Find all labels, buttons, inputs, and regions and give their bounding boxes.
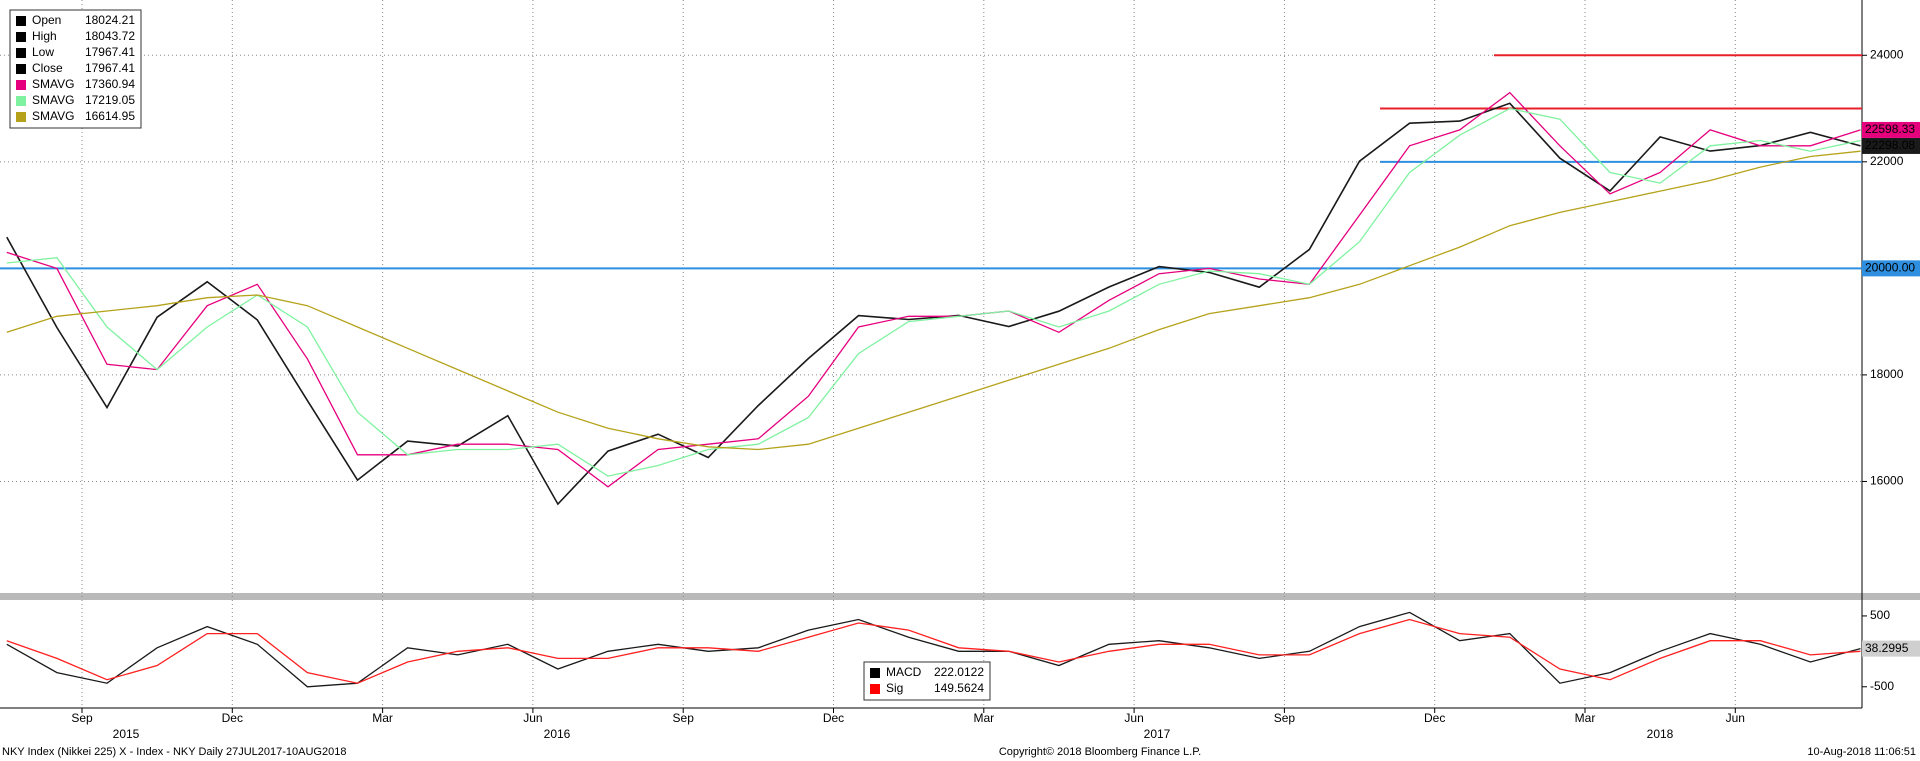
y-tick-label: 18000 <box>1870 367 1904 381</box>
legend-swatch <box>16 64 26 74</box>
x-tick-label: Dec <box>1424 711 1445 725</box>
x-tick-label: Jun <box>523 711 542 725</box>
year-label: 2017 <box>1144 727 1171 741</box>
panel-divider <box>0 593 1920 600</box>
legend-box <box>9 9 142 129</box>
legend-name: Low <box>32 45 54 59</box>
legend-name: Sig <box>886 681 903 695</box>
end-label-box <box>1862 137 1920 154</box>
legend-value: 149.5624 <box>934 681 984 695</box>
legend-name: MACD <box>886 665 922 679</box>
x-tick-label: Sep <box>673 711 695 725</box>
x-tick-label: Mar <box>372 711 393 725</box>
x-tick-label: Mar <box>973 711 994 725</box>
footer-center: Copyright© 2018 Bloomberg Finance L.P. <box>999 746 1201 758</box>
x-tick-label: Jun <box>1124 711 1143 725</box>
legend-name: Open <box>32 13 61 27</box>
legend-swatch <box>16 80 26 90</box>
legend-value: 17219.05 <box>85 93 135 107</box>
legend-value: 17967.41 <box>85 45 135 59</box>
legend-value: 17967.41 <box>85 61 135 75</box>
footer-right: 10-Aug-2018 11:06:51 <box>1807 746 1916 758</box>
series-line <box>6 107 1861 477</box>
legend-box <box>863 661 991 701</box>
legend-value: 18024.21 <box>85 13 135 27</box>
year-label: 2018 <box>1647 727 1674 741</box>
legend-name: SMAVG <box>32 77 74 91</box>
legend-swatch <box>870 668 880 678</box>
legend-swatch <box>870 684 880 694</box>
reference-label: 20000.00 <box>1865 261 1915 275</box>
y-tick-label: 16000 <box>1870 474 1904 488</box>
x-tick-label: Dec <box>222 711 243 725</box>
y-tick-label: 24000 <box>1870 47 1904 61</box>
end-label-box <box>1862 640 1920 657</box>
end-label-box <box>1862 121 1920 138</box>
x-tick-label: Mar <box>1575 711 1596 725</box>
legend-name: Close <box>32 61 63 75</box>
x-tick-label: Sep <box>1274 711 1296 725</box>
year-label: 2016 <box>544 727 571 741</box>
series-line <box>6 102 1861 506</box>
legend-name: SMAVG <box>32 93 74 107</box>
year-label: 2015 <box>113 727 140 741</box>
x-tick-label: Jun <box>1726 711 1745 725</box>
legend-value: 222.0122 <box>934 665 984 679</box>
y-tick-label: 500 <box>1870 608 1890 622</box>
legend-value: 16614.95 <box>85 109 135 123</box>
x-tick-label: Dec <box>823 711 844 725</box>
legend-name: High <box>32 29 57 43</box>
legend-name: SMAVG <box>32 109 74 123</box>
legend-swatch <box>16 48 26 58</box>
legend-swatch <box>16 112 26 122</box>
x-tick-label: Sep <box>71 711 93 725</box>
legend-swatch <box>16 96 26 106</box>
footer-left: NKY Index (Nikkei 225) X - Index - NKY D… <box>2 746 346 758</box>
legend-swatch <box>16 16 26 26</box>
series-line <box>6 618 1861 684</box>
series-line <box>6 611 1861 688</box>
end-label: 22598.33 <box>1865 122 1915 136</box>
legend-swatch <box>16 32 26 42</box>
legend-value: 17360.94 <box>85 77 135 91</box>
y-tick-label: -500 <box>1870 679 1894 693</box>
end-label: 22298.08 <box>1865 138 1915 152</box>
y-tick-label: 22000 <box>1870 154 1904 168</box>
series-line <box>6 91 1861 488</box>
series-line <box>6 150 1861 451</box>
legend-value: 18043.72 <box>85 29 135 43</box>
reference-label-box <box>1862 260 1920 277</box>
end-label: 38.2995 <box>1865 641 1909 655</box>
